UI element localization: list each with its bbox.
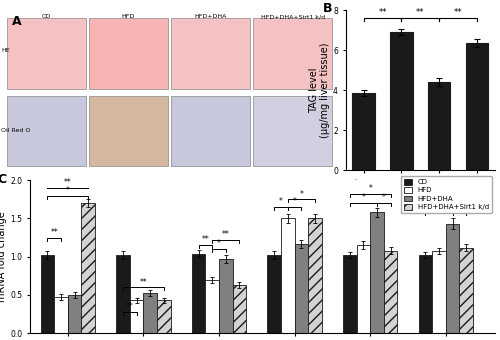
Bar [268, 255, 281, 333]
Bar [219, 259, 232, 333]
Text: *: * [279, 197, 283, 206]
Bar [253, 96, 332, 166]
Bar [428, 82, 450, 170]
Bar [418, 255, 432, 333]
Text: **: ** [222, 230, 230, 239]
Bar [432, 251, 446, 333]
Bar [446, 224, 460, 333]
Y-axis label: TAG level
(μg/mg liver tissue): TAG level (μg/mg liver tissue) [308, 42, 330, 138]
Bar [281, 219, 294, 333]
Text: B: B [323, 2, 332, 15]
Bar [232, 285, 246, 333]
Text: *: * [300, 190, 304, 199]
Text: *: * [362, 193, 366, 202]
Bar [171, 96, 250, 166]
Bar [68, 295, 82, 333]
Bar [6, 96, 86, 166]
Bar [384, 251, 398, 333]
Y-axis label: mRNA fold change: mRNA fold change [0, 211, 8, 302]
Bar [460, 248, 473, 333]
Bar [370, 212, 384, 333]
Bar [253, 18, 332, 88]
Text: **: ** [378, 8, 387, 17]
Bar [89, 18, 168, 88]
Text: *: * [382, 193, 386, 202]
Bar [206, 279, 219, 333]
Text: *: * [217, 239, 221, 248]
Text: CD: CD [42, 14, 50, 19]
Text: HE: HE [1, 48, 10, 53]
Bar [308, 219, 322, 333]
Bar [294, 244, 308, 333]
Text: *: * [368, 184, 372, 193]
Text: *: * [458, 203, 462, 211]
Text: *: * [292, 197, 296, 206]
Text: **: ** [50, 228, 58, 237]
Text: *: * [444, 193, 448, 202]
Text: HFD: HFD [122, 14, 135, 19]
Text: C: C [0, 173, 6, 186]
Bar [171, 18, 250, 88]
Bar [130, 300, 143, 333]
Bar [54, 297, 68, 333]
Text: *: * [437, 203, 441, 211]
Text: HFD+DHA: HFD+DHA [194, 14, 226, 19]
Bar [466, 43, 488, 170]
Text: Oil Red O: Oil Red O [1, 128, 30, 133]
Bar [356, 245, 370, 333]
Text: **: ** [454, 8, 462, 17]
Bar [82, 203, 95, 333]
Text: HFD+DHA+Sirt1 k/d: HFD+DHA+Sirt1 k/d [260, 14, 324, 19]
Bar [390, 32, 413, 170]
Text: **: ** [126, 302, 134, 311]
Text: A: A [12, 15, 21, 28]
Text: **: ** [416, 8, 424, 17]
Bar [40, 255, 54, 333]
Bar [157, 300, 170, 333]
Bar [352, 93, 375, 170]
Text: *: * [66, 186, 70, 195]
Bar [144, 293, 157, 333]
Bar [89, 96, 168, 166]
Text: **: ** [64, 178, 72, 187]
Bar [343, 255, 356, 333]
Bar [192, 254, 205, 333]
Text: **: ** [202, 236, 209, 244]
Bar [116, 255, 130, 333]
Legend: CD, HFD, HFD+DHA, HFD+DHA+Sirt1 k/d: CD, HFD, HFD+DHA, HFD+DHA+Sirt1 k/d [401, 176, 492, 213]
Bar [6, 18, 86, 88]
Text: **: ** [140, 277, 147, 287]
